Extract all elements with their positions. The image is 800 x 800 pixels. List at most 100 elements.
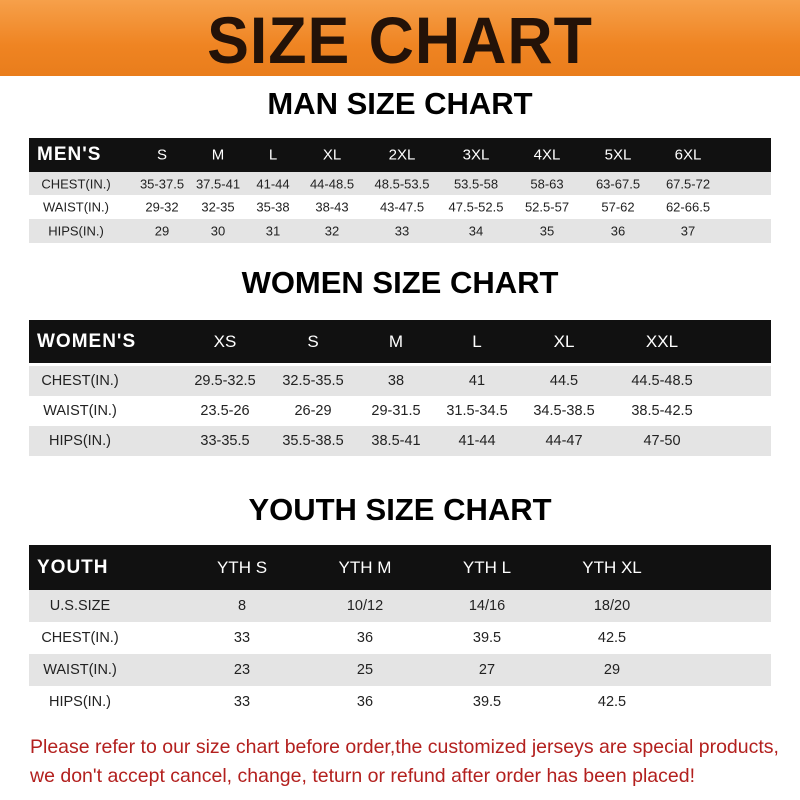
title-banner: SIZE CHART: [0, 0, 800, 77]
table-cell: 44-48.5: [309, 176, 355, 191]
table-cell: 36: [610, 223, 626, 239]
table-row: CHEST(IN.) 35-37.5 37.5-41 41-44 44-48.5 48.5…: [29, 172, 771, 195]
table-cell: 35: [539, 223, 555, 239]
size-header: XL: [553, 331, 575, 351]
table-cell: 34: [468, 223, 484, 239]
table-cell: 44-47: [545, 433, 583, 449]
women-size-table: WOMEN'S XS S M L XL XXL CHEST(IN.) 29.5-32.5 32.5…: [29, 320, 771, 456]
table-cell: 39.5: [472, 694, 502, 710]
table-cell: 29-31.5: [371, 403, 421, 419]
table-cell: 38.5-41: [371, 433, 421, 449]
table-cell: 29-32: [145, 199, 179, 215]
size-header: XXL: [645, 331, 679, 351]
table-row: CHEST(IN.) 33 36 39.5 42.5: [29, 622, 771, 654]
size-header: S: [307, 331, 319, 351]
row-label: WAIST(IN.): [43, 199, 109, 215]
table-cell: 44.5-48.5: [631, 373, 693, 389]
table-cell: 52.5-57: [524, 199, 570, 215]
table-cell: 29.5-32.5: [194, 373, 256, 389]
table-cell: 37: [680, 223, 696, 239]
youth-size-table: YOUTH YTH S YTH M YTH L YTH XL U.S.SIZE 8 10/12…: [29, 545, 771, 718]
row-label: HIPS(IN.): [48, 433, 112, 449]
table-cell: 14/16: [468, 598, 506, 614]
table-cell: 41: [468, 373, 486, 389]
size-header: 5XL: [604, 146, 632, 164]
table-cell: 29: [603, 662, 621, 678]
table-cell: 43-47.5: [379, 199, 425, 215]
size-header: YTH XL: [582, 557, 642, 577]
row-label: U.S.SIZE: [49, 598, 111, 614]
size-header: M: [211, 146, 225, 164]
table-cell: 47.5-52.5: [448, 199, 504, 215]
women-section-title: WOMEN SIZE CHART: [241, 265, 559, 300]
table-cell: 34.5-38.5: [533, 403, 595, 419]
table-cell: 48.5-53.5: [374, 176, 430, 191]
table-cell: 38.5-42.5: [631, 403, 693, 419]
row-label: CHEST(IN.): [41, 176, 111, 191]
table-cell: 36: [356, 694, 374, 710]
table-cell: 42.5: [597, 630, 627, 646]
table-cell: 32.5-35.5: [282, 373, 344, 389]
youth-section-title: YOUTH SIZE CHART: [248, 492, 552, 527]
table-cell: 42.5: [597, 694, 627, 710]
size-header: L: [268, 146, 278, 164]
table-cell: 35.5-38.5: [282, 433, 344, 449]
table-row: WAIST(IN.) 23.5-26 26-29 29-31.5 31.5-34.5 34…: [29, 396, 771, 426]
table-cell: 10/12: [346, 598, 384, 614]
table-cell: 25: [356, 662, 374, 678]
size-header: YTH S: [216, 557, 268, 577]
table-cell: 62-66.5: [665, 199, 711, 215]
table-header-row: WOMEN'S XS S M L XL XXL: [29, 320, 771, 363]
table-cell: 35-37.5: [139, 176, 185, 191]
table-cell: 30: [210, 223, 226, 239]
table-title-cell: YOUTH: [37, 556, 109, 578]
table-cell: 8: [237, 598, 247, 614]
size-header: XL: [322, 146, 342, 164]
table-header-row: YOUTH YTH S YTH M YTH L YTH XL: [29, 545, 771, 590]
notice-line-2: we don't accept cancel, change, teturn o…: [30, 765, 695, 787]
row-label: WAIST(IN.): [43, 403, 117, 419]
table-cell: 32-35: [201, 199, 235, 215]
size-header: YTH L: [462, 557, 512, 577]
table-row: CHEST(IN.) 29.5-32.5 32.5-35.5 38 41 44.5 44.5…: [29, 366, 771, 396]
size-header: M: [388, 331, 404, 351]
table-cell: 41-44: [256, 176, 290, 191]
row-label: WAIST(IN.): [43, 662, 117, 678]
table-cell: 44.5: [549, 373, 579, 389]
men-size-table: MEN'S S M L XL 2XL 3XL 4XL 5XL 6XL CHEST(IN.) 35-37…: [29, 138, 771, 243]
table-cell: 33: [394, 223, 410, 239]
table-cell: 35-38: [256, 199, 290, 215]
table-cell: 67.5-72: [665, 176, 711, 191]
table-cell: 36: [356, 630, 374, 646]
table-cell: 18/20: [593, 598, 631, 614]
table-title-cell: MEN'S: [37, 144, 102, 165]
size-header: 4XL: [533, 146, 561, 164]
size-header: L: [472, 331, 482, 351]
table-cell: 47-50: [643, 433, 681, 449]
table-cell: 33: [233, 694, 251, 710]
size-header: 3XL: [462, 146, 490, 164]
row-label: CHEST(IN.): [41, 630, 119, 646]
order-notice: Please refer to our size chart before or…: [30, 733, 790, 791]
size-header: 6XL: [674, 146, 702, 164]
table-row: HIPS(IN.) 29 30 31 32 33 34 35 36 37: [29, 219, 771, 243]
size-header: YTH M: [338, 557, 392, 577]
table-cell: 32: [324, 223, 340, 239]
table-cell: 57-62: [601, 199, 635, 215]
row-label: CHEST(IN.): [41, 373, 119, 389]
table-cell: 31.5-34.5: [446, 403, 508, 419]
row-label: HIPS(IN.): [48, 223, 104, 239]
table-cell: 38-43: [315, 199, 349, 215]
row-label: HIPS(IN.): [48, 694, 112, 710]
page-title: SIZE CHART: [207, 3, 593, 77]
size-header: XS: [213, 331, 237, 351]
table-header-row: MEN'S S M L XL 2XL 3XL 4XL 5XL 6XL: [29, 138, 771, 172]
table-cell: 58-63: [530, 176, 564, 191]
table-row: HIPS(IN.) 33 36 39.5 42.5: [29, 686, 771, 718]
size-header: S: [156, 146, 168, 164]
table-cell: 53.5-58: [453, 176, 499, 191]
men-section-title: MAN SIZE CHART: [267, 86, 533, 121]
table-row: HIPS(IN.) 33-35.5 35.5-38.5 38.5-41 41-44 44-…: [29, 426, 771, 456]
table-row: WAIST(IN.) 23 25 27 29: [29, 654, 771, 686]
table-cell: 23.5-26: [200, 403, 250, 419]
